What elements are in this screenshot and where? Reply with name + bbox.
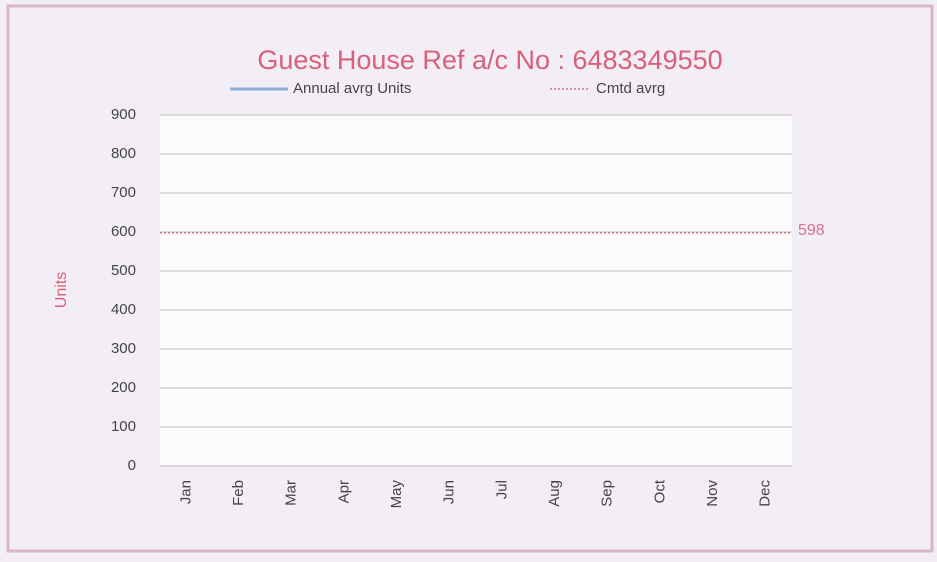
x-tick-label: Nov <box>704 480 721 507</box>
y-tick-label: 100 <box>111 418 136 435</box>
x-tick-label: Sep <box>599 480 616 507</box>
y-tick-label: 300 <box>111 340 136 357</box>
x-tick-label: Jul <box>493 480 510 499</box>
y-tick-label: 0 <box>128 457 136 474</box>
x-tick-label: Feb <box>230 480 247 506</box>
y-tick-label: 200 <box>111 379 136 396</box>
x-tick-label: Apr <box>335 480 352 503</box>
x-tick-label: Dec <box>757 480 774 507</box>
y-tick-label: 400 <box>111 301 136 318</box>
x-tick-label: Aug <box>546 480 563 507</box>
x-tick-label: Jan <box>177 480 194 504</box>
plot-area <box>160 115 792 466</box>
y-tick-label: 500 <box>111 262 136 279</box>
x-tick-label: Oct <box>651 479 668 503</box>
y-axis-label: Units <box>53 272 70 308</box>
y-tick-label: 700 <box>111 184 136 201</box>
y-tick-label: 600 <box>111 223 136 240</box>
x-tick-label: Mar <box>283 480 300 506</box>
legend-label: Annual avrg Units <box>293 80 411 97</box>
x-tick-label: May <box>388 480 405 509</box>
frame <box>6 4 934 553</box>
x-tick-label: Jun <box>441 480 458 504</box>
legend-label: Cmtd avrg <box>596 80 665 97</box>
y-tick-label: 800 <box>111 145 136 162</box>
reference-label: 598 <box>798 222 825 239</box>
chart-title: Guest House Ref a/c No : 6483349550 <box>257 45 722 75</box>
y-tick-label: 900 <box>111 106 136 123</box>
